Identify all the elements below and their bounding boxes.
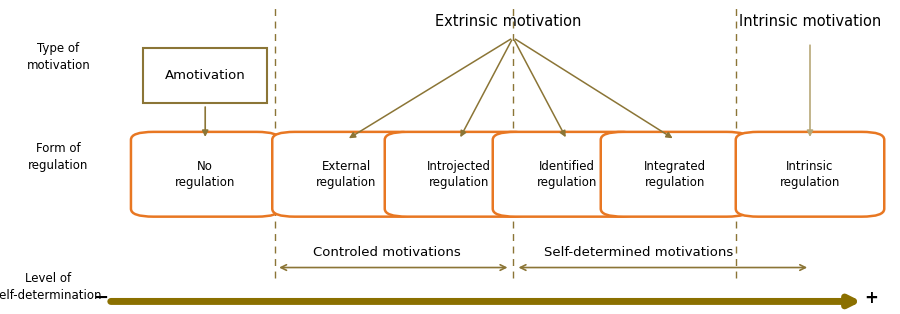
Text: Self-determined motivations: Self-determined motivations [544, 246, 734, 259]
Text: Type of
motivation: Type of motivation [27, 41, 90, 72]
Text: Controled motivations: Controled motivations [313, 246, 461, 259]
FancyBboxPatch shape [131, 132, 279, 217]
Text: Intrinsic
regulation: Intrinsic regulation [779, 160, 841, 189]
Text: Amotivation: Amotivation [165, 69, 246, 82]
Text: Form of
regulation: Form of regulation [28, 142, 89, 172]
FancyBboxPatch shape [272, 132, 421, 217]
Text: External
regulation: External regulation [316, 160, 377, 189]
Text: Introjected
regulation: Introjected regulation [427, 160, 491, 189]
FancyBboxPatch shape [493, 132, 641, 217]
FancyBboxPatch shape [385, 132, 533, 217]
Text: No
regulation: No regulation [175, 160, 236, 189]
Text: +: + [864, 289, 878, 307]
Text: Identified
regulation: Identified regulation [536, 160, 598, 189]
Text: Intrinsic motivation: Intrinsic motivation [739, 14, 881, 30]
Text: Level of
self-determination: Level of self-determination [0, 272, 102, 302]
FancyBboxPatch shape [736, 132, 884, 217]
Text: Integrated
regulation: Integrated regulation [644, 160, 706, 189]
Text: −: − [94, 289, 108, 307]
FancyBboxPatch shape [601, 132, 749, 217]
FancyBboxPatch shape [143, 48, 267, 103]
Text: Extrinsic motivation: Extrinsic motivation [436, 14, 581, 30]
